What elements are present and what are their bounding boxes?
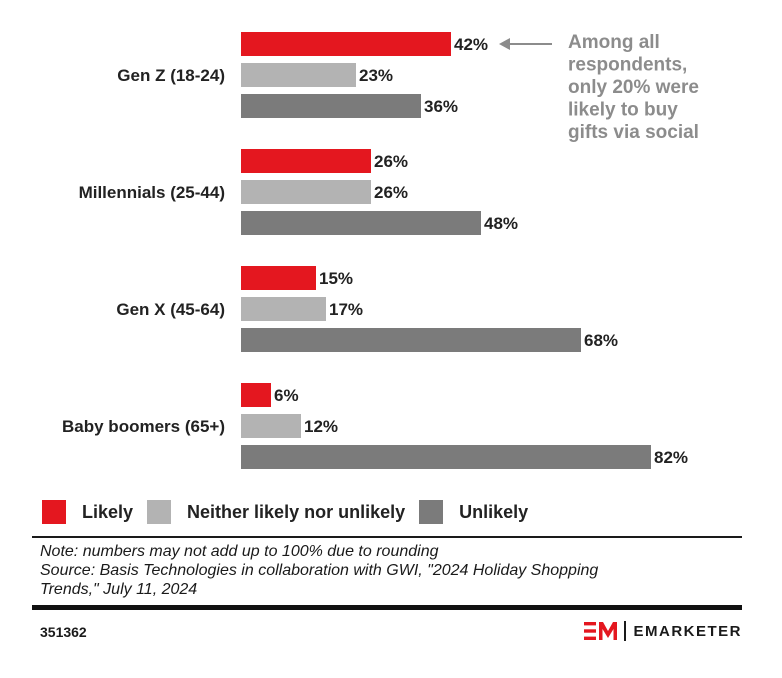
bar-unlikely-millennials-25-44 — [241, 211, 481, 235]
footer-divider — [32, 605, 742, 610]
bar-unlikely-gen-z-18-24 — [241, 94, 421, 118]
value-label-neither-likely-nor-unlikely-millennials-25-44: 26% — [374, 183, 408, 202]
value-label-likely-millennials-25-44: 26% — [374, 152, 408, 171]
category-label-millennials-25-44: Millennials (25-44) — [79, 183, 225, 202]
legend-label-unlikely: Unlikely — [459, 501, 529, 522]
annotation-text-line-4: likely to buy — [568, 100, 678, 121]
value-label-likely-gen-z-18-24: 42% — [454, 35, 488, 54]
note-text: Note: numbers may not add up to 100% due… — [40, 543, 439, 560]
brand-name: EMARKETER — [633, 622, 742, 640]
legend-label-likely: Likely — [82, 501, 134, 522]
legend-item-neither: Neither likely nor unlikely — [147, 500, 405, 524]
legend-swatch-unlikely — [419, 500, 444, 524]
source-text-line-1: Source: Basis Technologies in collaborat… — [40, 562, 599, 579]
brand-logo: EMARKETER — [584, 618, 742, 644]
bar-neither-likely-nor-unlikely-gen-x-45-64 — [241, 297, 326, 321]
legend-item-unlikely: Unlikely — [419, 500, 528, 524]
value-label-likely-gen-x-45-64: 15% — [319, 269, 353, 288]
brand-divider — [624, 621, 627, 641]
bar-neither-likely-nor-unlikely-baby-boomers-65 — [241, 414, 301, 438]
bar-neither-likely-nor-unlikely-millennials-25-44 — [241, 180, 371, 204]
value-label-likely-baby-boomers-65: 6% — [274, 386, 299, 405]
bar-unlikely-baby-boomers-65 — [241, 445, 651, 469]
legend-swatch-neither — [147, 500, 172, 524]
bar-likely-baby-boomers-65 — [241, 383, 271, 407]
legend-item-likely: Likely — [42, 500, 133, 524]
source-text-line-2: Trends," July 11, 2024 — [40, 581, 198, 598]
legend: Likely Neither likely nor unlikely Unlik… — [42, 498, 542, 526]
bar-likely-gen-z-18-24 — [241, 32, 451, 56]
category-label-gen-x-45-64: Gen X (45-64) — [116, 300, 225, 319]
value-label-neither-likely-nor-unlikely-baby-boomers-65: 12% — [304, 417, 338, 436]
value-label-neither-likely-nor-unlikely-gen-x-45-64: 17% — [329, 300, 363, 319]
chart-id: 351362 — [40, 624, 87, 640]
bar-unlikely-gen-x-45-64 — [241, 328, 581, 352]
annotation-arrow-head-icon — [499, 38, 510, 50]
annotation-text-line-2: respondents, — [568, 55, 687, 76]
bar-neither-likely-nor-unlikely-gen-z-18-24 — [241, 63, 356, 87]
annotation-text-line-3: only 20% were — [568, 77, 699, 98]
annotation-text-line-1: Among all — [568, 32, 660, 53]
value-label-neither-likely-nor-unlikely-gen-z-18-24: 23% — [359, 66, 393, 85]
bar-likely-gen-x-45-64 — [241, 266, 316, 290]
legend-swatch-likely — [42, 500, 66, 524]
value-label-unlikely-gen-x-45-64: 68% — [584, 331, 618, 350]
value-label-unlikely-millennials-25-44: 48% — [484, 214, 518, 233]
chart-notes: Note: numbers may not add up to 100% due… — [40, 542, 740, 599]
value-label-unlikely-gen-z-18-24: 36% — [424, 97, 458, 116]
annotation-text-line-5: gifts via social — [568, 122, 699, 143]
bar-likely-millennials-25-44 — [241, 149, 371, 173]
category-label-gen-z-18-24: Gen Z (18-24) — [117, 66, 225, 85]
notes-divider — [32, 536, 742, 538]
category-label-baby-boomers-65: Baby boomers (65+) — [62, 417, 225, 436]
em-logo-icon — [584, 622, 618, 640]
bar-chart: Gen Z (18-24) 42% 23% 36% Millennials (25-44… — [62, 32, 699, 469]
legend-label-neither: Neither likely nor unlikely — [187, 501, 406, 522]
value-label-unlikely-baby-boomers-65: 82% — [654, 448, 688, 467]
